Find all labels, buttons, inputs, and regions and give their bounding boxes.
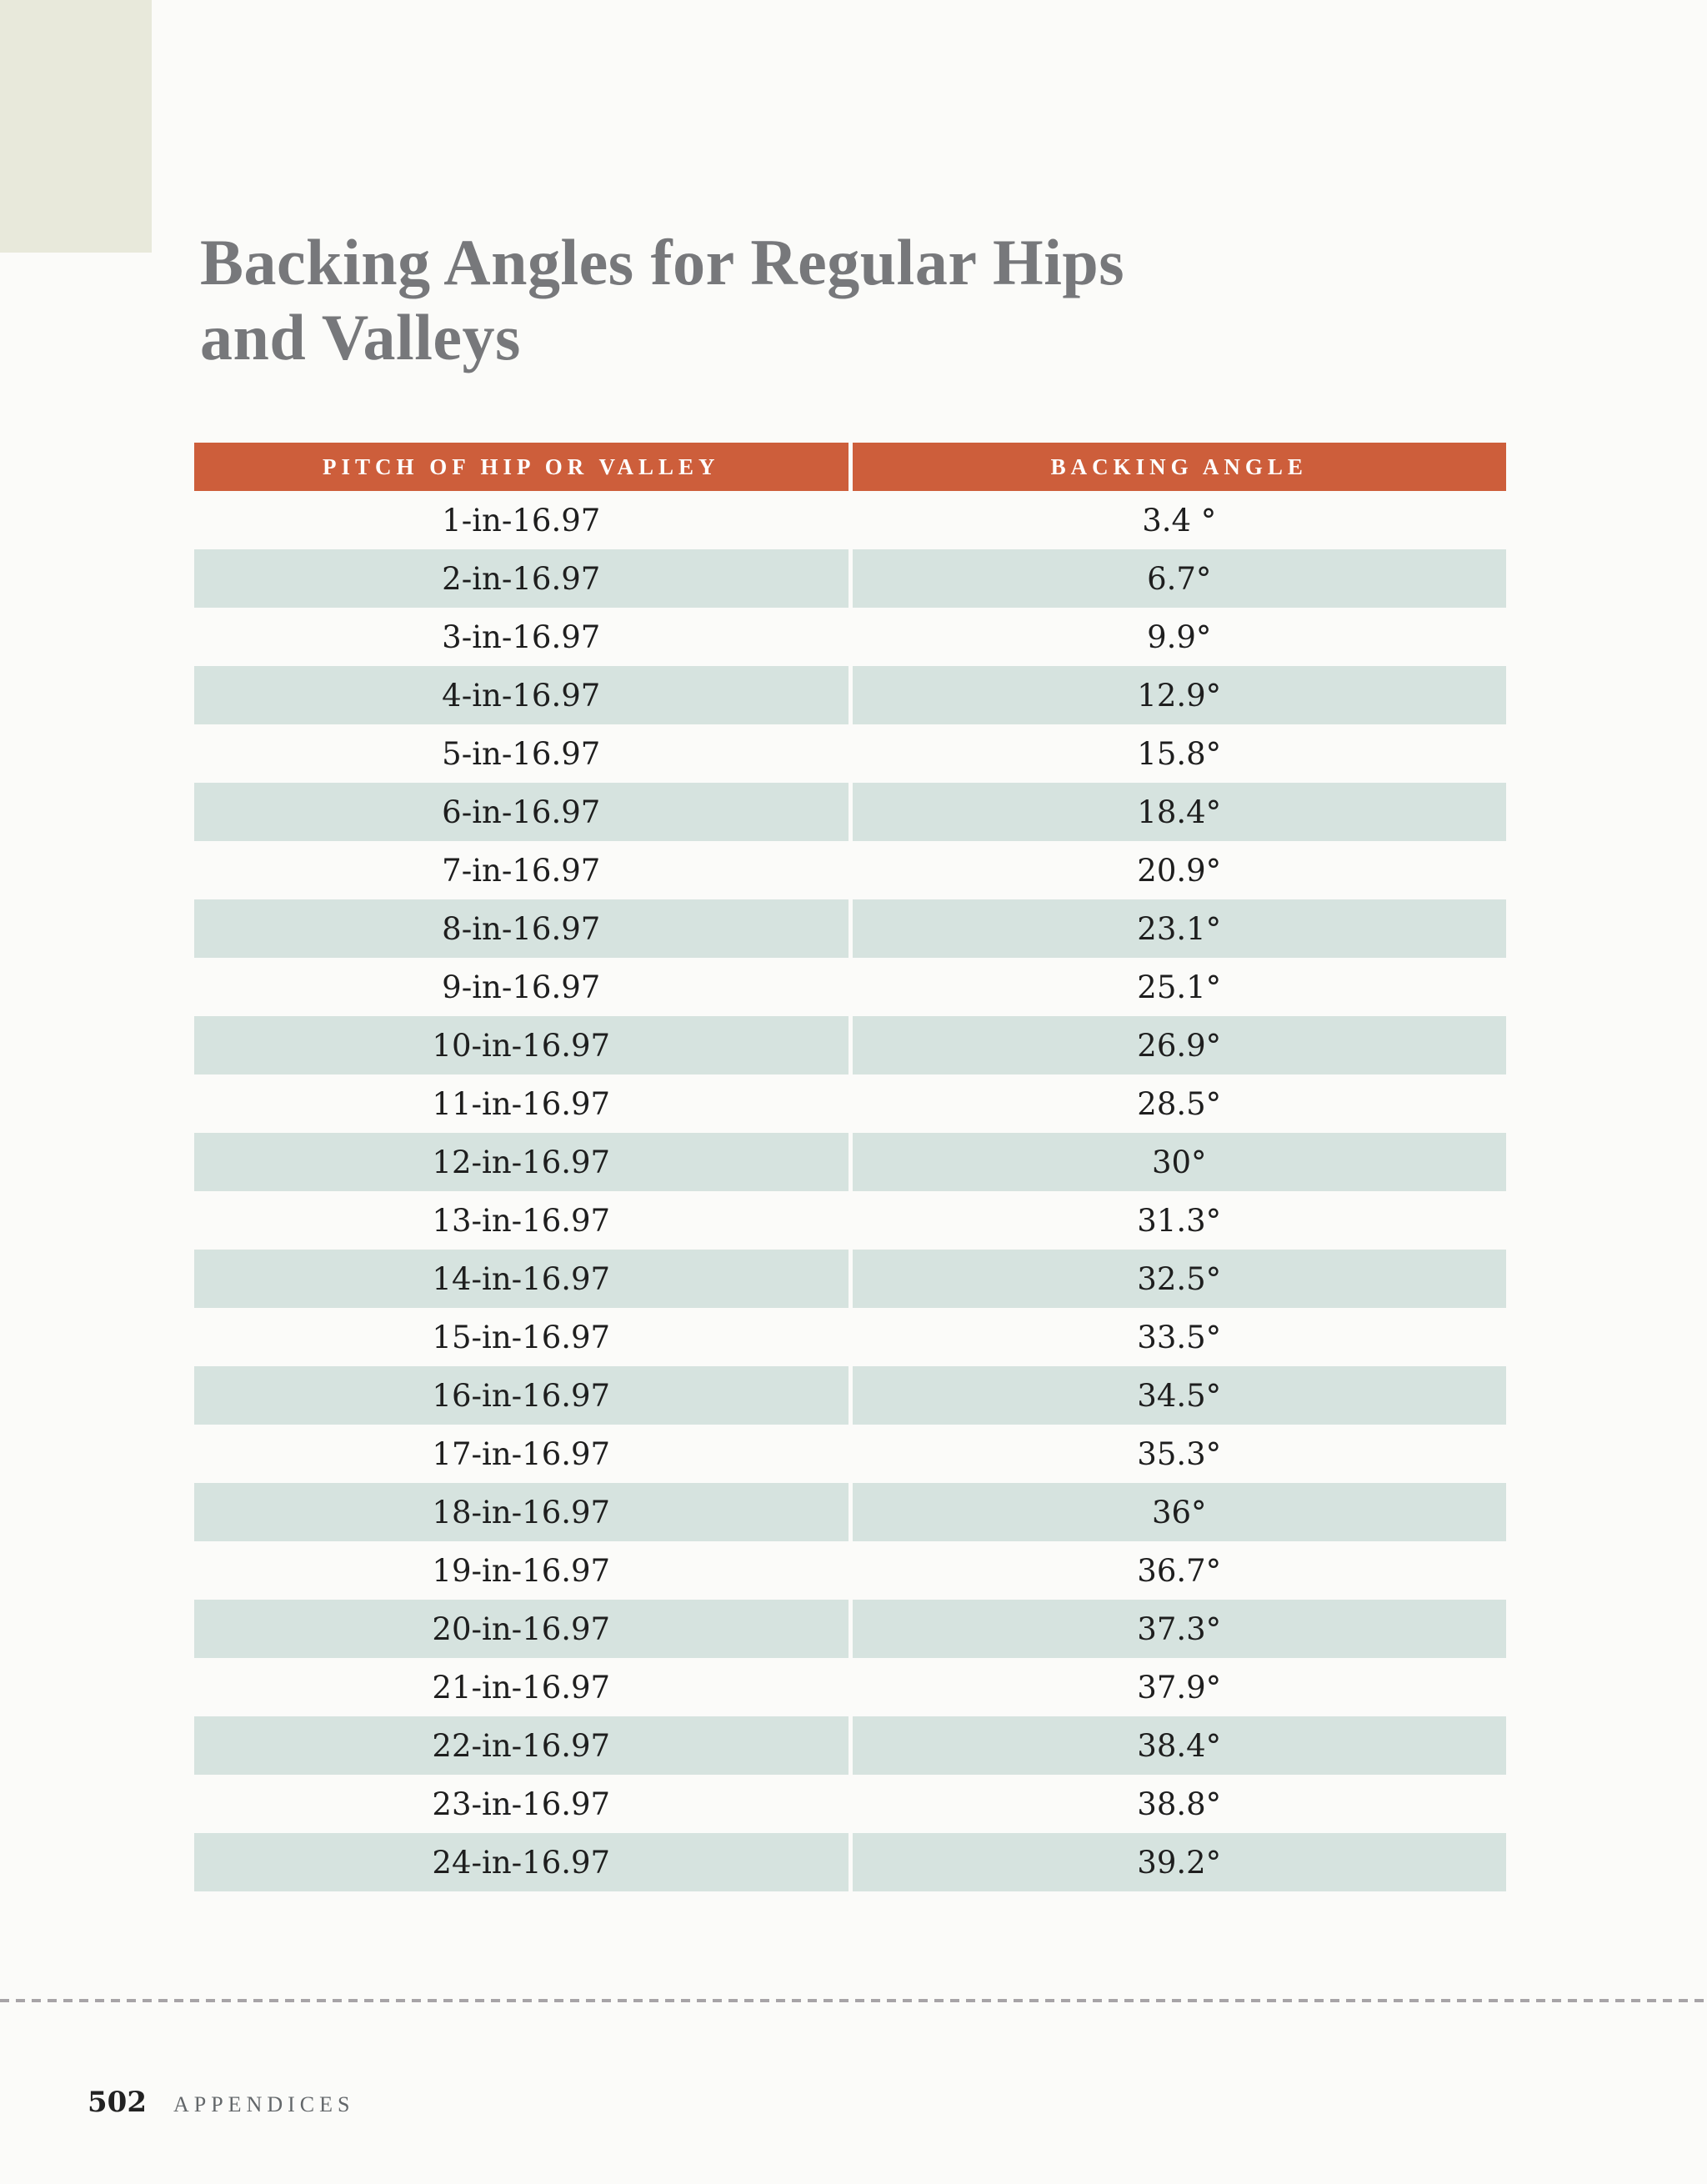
pitch-cell: 15-in-16.97 [432, 1319, 611, 1355]
table-row: 14-in-16.97 32.5° [194, 1250, 1506, 1308]
table-row: 6-in-16.97 18.4° [194, 783, 1506, 841]
pitch-cell: 23-in-16.97 [432, 1786, 611, 1822]
angle-cell: 3.4 ° [1142, 502, 1217, 538]
table-row: 5-in-16.97 15.8° [194, 724, 1506, 783]
table-row: 11-in-16.97 28.5° [194, 1074, 1506, 1133]
table-row: 22-in-16.97 38.4° [194, 1716, 1506, 1775]
pitch-cell: 3-in-16.97 [442, 619, 601, 655]
pitch-cell: 19-in-16.97 [432, 1552, 611, 1589]
angle-cell: 18.4° [852, 783, 1506, 841]
angle-cell: 39.2° [852, 1833, 1506, 1891]
pitch-cell: 4-in-16.97 [194, 666, 848, 724]
backing-angles-table: PITCH OF HIP OR VALLEY BACKING ANGLE 1-i… [194, 443, 1506, 1891]
table-row: 17-in-16.97 35.3° [194, 1425, 1506, 1483]
angle-cell: 26.9° [852, 1016, 1506, 1074]
angle-cell: 33.5° [1137, 1319, 1222, 1355]
page-footer: 502 APPENDICES [88, 2086, 354, 2119]
pitch-cell: 6-in-16.97 [194, 783, 848, 841]
pitch-cell: 5-in-16.97 [442, 735, 601, 772]
angle-cell: 9.9° [1147, 619, 1212, 655]
angle-cell: 34.5° [852, 1366, 1506, 1425]
angle-cell: 23.1° [852, 899, 1506, 958]
page-title: Backing Angles for Regular Hips and Valle… [200, 225, 1124, 374]
table-row: 7-in-16.97 20.9° [194, 841, 1506, 899]
table-row: 4-in-16.97 12.9° [194, 666, 1506, 724]
footer-dashed-divider [0, 1999, 1707, 2002]
column-header-pitch: PITCH OF HIP OR VALLEY [194, 443, 848, 491]
pitch-cell: 14-in-16.97 [194, 1250, 848, 1308]
pitch-cell: 20-in-16.97 [194, 1600, 848, 1658]
pitch-cell: 13-in-16.97 [432, 1202, 611, 1239]
pitch-cell: 17-in-16.97 [432, 1435, 611, 1472]
pitch-cell: 11-in-16.97 [432, 1085, 611, 1122]
page-title-line1: Backing Angles for Regular Hips [200, 226, 1125, 298]
table-row: 21-in-16.97 37.9° [194, 1658, 1506, 1716]
angle-cell: 12.9° [852, 666, 1506, 724]
pitch-cell: 7-in-16.97 [442, 852, 601, 889]
pitch-cell: 22-in-16.97 [194, 1716, 848, 1775]
table-row: 20-in-16.97 37.3° [194, 1600, 1506, 1658]
angle-cell: 36° [852, 1483, 1506, 1541]
pitch-cell: 24-in-16.97 [194, 1833, 848, 1891]
angle-cell: 37.9° [1137, 1669, 1222, 1706]
angle-cell: 30° [852, 1133, 1506, 1191]
angle-cell: 32.5° [852, 1250, 1506, 1308]
pitch-cell: 12-in-16.97 [194, 1133, 848, 1191]
angle-cell: 35.3° [1137, 1435, 1222, 1472]
angle-cell: 6.7° [852, 549, 1506, 608]
table-body: 1-in-16.97 3.4 ° 2-in-16.97 6.7° 3-in-16.97 9… [194, 491, 1506, 1891]
angle-cell: 38.4° [852, 1716, 1506, 1775]
page-number: 502 [88, 2086, 147, 2119]
pitch-cell: 2-in-16.97 [194, 549, 848, 608]
pitch-cell: 8-in-16.97 [194, 899, 848, 958]
angle-cell: 20.9° [1137, 852, 1222, 889]
pitch-cell: 9-in-16.97 [442, 969, 601, 1005]
pitch-cell: 21-in-16.97 [432, 1669, 611, 1706]
pitch-cell: 18-in-16.97 [194, 1483, 848, 1541]
table-row: 10-in-16.97 26.9° [194, 1016, 1506, 1074]
angle-cell: 15.8° [1137, 735, 1222, 772]
table-row: 8-in-16.97 23.1° [194, 899, 1506, 958]
angle-cell: 36.7° [1137, 1552, 1222, 1589]
table-row: 12-in-16.97 30° [194, 1133, 1506, 1191]
table-row: 18-in-16.97 36° [194, 1483, 1506, 1541]
pitch-cell: 1-in-16.97 [442, 502, 601, 538]
table-row: 15-in-16.97 33.5° [194, 1308, 1506, 1366]
angle-cell: 25.1° [1137, 969, 1222, 1005]
footer-section-label: APPENDICES [173, 2092, 355, 2116]
angle-cell: 28.5° [1137, 1085, 1222, 1122]
table-row: 1-in-16.97 3.4 ° [194, 491, 1506, 549]
table-row: 9-in-16.97 25.1° [194, 958, 1506, 1016]
table-header-row: PITCH OF HIP OR VALLEY BACKING ANGLE [194, 443, 1506, 491]
angle-cell: 38.8° [1137, 1786, 1222, 1822]
table-row: 19-in-16.97 36.7° [194, 1541, 1506, 1600]
page-title-line2: and Valleys [200, 300, 521, 373]
pitch-cell: 16-in-16.97 [194, 1366, 848, 1425]
angle-cell: 31.3° [1137, 1202, 1222, 1239]
angle-cell: 37.3° [852, 1600, 1506, 1658]
table-row: 16-in-16.97 34.5° [194, 1366, 1506, 1425]
table-row: 23-in-16.97 38.8° [194, 1775, 1506, 1833]
table-row: 2-in-16.97 6.7° [194, 549, 1506, 608]
pitch-cell: 10-in-16.97 [194, 1016, 848, 1074]
corner-decoration-block [0, 0, 152, 253]
table-row: 13-in-16.97 31.3° [194, 1191, 1506, 1250]
table-row: 24-in-16.97 39.2° [194, 1833, 1506, 1891]
table-row: 3-in-16.97 9.9° [194, 608, 1506, 666]
column-header-backing-angle: BACKING ANGLE [852, 443, 1506, 491]
